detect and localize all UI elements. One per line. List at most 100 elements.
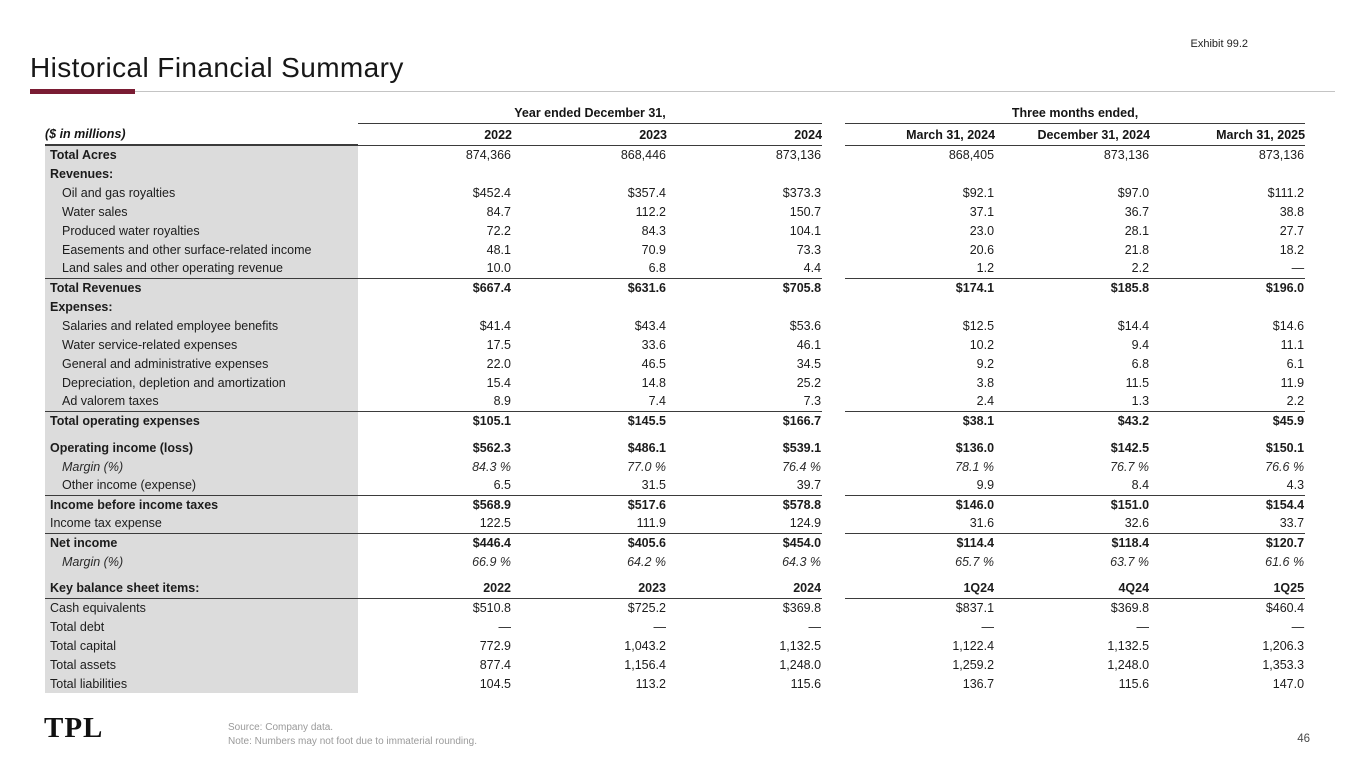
table-row: Easements and other surface-related inco… (45, 240, 1305, 259)
table-row: Expenses: (45, 297, 1305, 316)
cell: 7.3 (803, 394, 822, 409)
column-header-mar-2025: March 31, 2025 (1150, 123, 1306, 146)
cell: 113.2 (635, 676, 666, 691)
column-gap (822, 202, 845, 221)
cell: — (1291, 261, 1305, 276)
cell: 874,366 (465, 147, 511, 162)
column-gap (822, 617, 845, 636)
table-row: Total debt — — — — — — (45, 617, 1305, 636)
cell: 76.4 % (782, 459, 822, 474)
cell: $14.6 (1272, 318, 1305, 333)
cell: 66.9 % (472, 554, 511, 569)
row-label: Water sales (45, 202, 358, 221)
table-row: Total liabilities 104.5 113.2 115.6 136.7 115… (45, 674, 1305, 693)
cell: $517.6 (512, 494, 667, 514)
table-row: Margin (%) 84.3 % 77.0 % 76.4 % 78.1 % 76.7 %… (45, 457, 1305, 476)
cell: $705.8 (667, 277, 823, 297)
cell: — (808, 619, 822, 634)
cell: $667.4 (358, 277, 512, 297)
row-label (45, 571, 358, 579)
column-gap (822, 430, 845, 438)
cell (358, 164, 512, 183)
column-header-mar-2024: March 31, 2024 (845, 123, 996, 146)
cell: 124.9 (789, 516, 822, 531)
column-gap (822, 438, 845, 457)
cell: $118.4 (995, 532, 1151, 552)
column-gap (822, 655, 845, 674)
cell: 78.1 % (955, 459, 995, 474)
cell: 1,248.0 (1107, 657, 1150, 672)
column-gap (822, 533, 845, 552)
cell: 1,248.0 (779, 657, 822, 672)
cell: 122.5 (479, 516, 511, 531)
cell: 1,122.4 (952, 638, 995, 653)
cell: $12.5 (962, 318, 995, 333)
cell: 115.6 (790, 676, 822, 691)
cell: 4Q24 (995, 579, 1151, 599)
cell: 46.5 (641, 356, 666, 371)
cell: $53.6 (789, 318, 822, 333)
cell: 11.5 (1125, 375, 1150, 390)
cell: $120.7 (1150, 532, 1306, 552)
cell: 868,446 (620, 147, 666, 162)
column-gap (822, 240, 845, 259)
row-label: Total Acres (45, 145, 358, 164)
column-header-2023: 2023 (512, 123, 667, 146)
row-label: Easements and other surface-related inco… (45, 240, 358, 259)
cell: 1,043.2 (624, 638, 666, 653)
cell: 873,136 (1258, 147, 1305, 162)
cell: 112.2 (635, 204, 666, 219)
rounding-note: Note: Numbers may not foot due to immate… (228, 735, 478, 747)
column-gap (822, 335, 845, 354)
cell (995, 164, 1150, 183)
cell: $92.1 (962, 185, 995, 200)
cell (845, 164, 995, 183)
row-label: Margin (%) (45, 552, 358, 571)
cell: $568.9 (358, 494, 512, 514)
cell: — (653, 619, 667, 634)
cell: 772.9 (479, 638, 511, 653)
cell (512, 297, 667, 316)
cell: 2022 (358, 579, 512, 599)
row-label: Total assets (45, 655, 358, 674)
column-gap (822, 571, 845, 579)
cell: 1,132.5 (1107, 638, 1150, 653)
cell: $578.8 (667, 494, 823, 514)
tpl-logo: TPL (44, 712, 104, 744)
cell: 20.6 (969, 242, 995, 257)
column-gap (822, 354, 845, 373)
cell: 1,206.3 (1262, 638, 1305, 653)
table-row: General and administrative expenses 22.0 4… (45, 354, 1305, 373)
cell: $454.0 (667, 532, 823, 552)
cell: 39.7 (796, 478, 822, 493)
table-row: Total operating expenses $105.1 $145.5 $166… (45, 410, 1306, 430)
row-label: Land sales and other operating revenue (45, 259, 358, 278)
cell: 18.2 (1279, 242, 1305, 257)
column-gap (822, 278, 845, 297)
cell: $460.4 (1265, 600, 1305, 615)
cell: $452.4 (472, 185, 511, 200)
table-row: Oil and gas royalties $452.4 $357.4 $373.3 $… (45, 183, 1305, 202)
table-row: Ad valorem taxes 8.9 7.4 7.3 2.4 1.3 2.2 (45, 392, 1305, 411)
cell: $357.4 (627, 185, 666, 200)
cell (1150, 164, 1305, 183)
cell: 34.5 (796, 356, 822, 371)
cell: $38.1 (845, 410, 996, 430)
row-label: Total Revenues (45, 277, 358, 297)
cell: 11.9 (1280, 375, 1305, 390)
title-underline (30, 88, 1335, 94)
table-row: Revenues: (45, 164, 1305, 183)
cell: $486.1 (627, 440, 666, 455)
column-gap (822, 457, 845, 476)
cell: 3.8 (976, 375, 995, 390)
group-header-annual: Year ended December 31, (358, 104, 823, 124)
column-gap (822, 104, 845, 123)
column-gap (822, 183, 845, 202)
cell: $151.0 (995, 494, 1151, 514)
cell: 15.4 (486, 375, 511, 390)
cell: 33.6 (641, 337, 666, 352)
cell: 46.1 (796, 337, 822, 352)
cell (512, 571, 667, 579)
cell (845, 297, 995, 316)
cell: 150.7 (789, 204, 822, 219)
